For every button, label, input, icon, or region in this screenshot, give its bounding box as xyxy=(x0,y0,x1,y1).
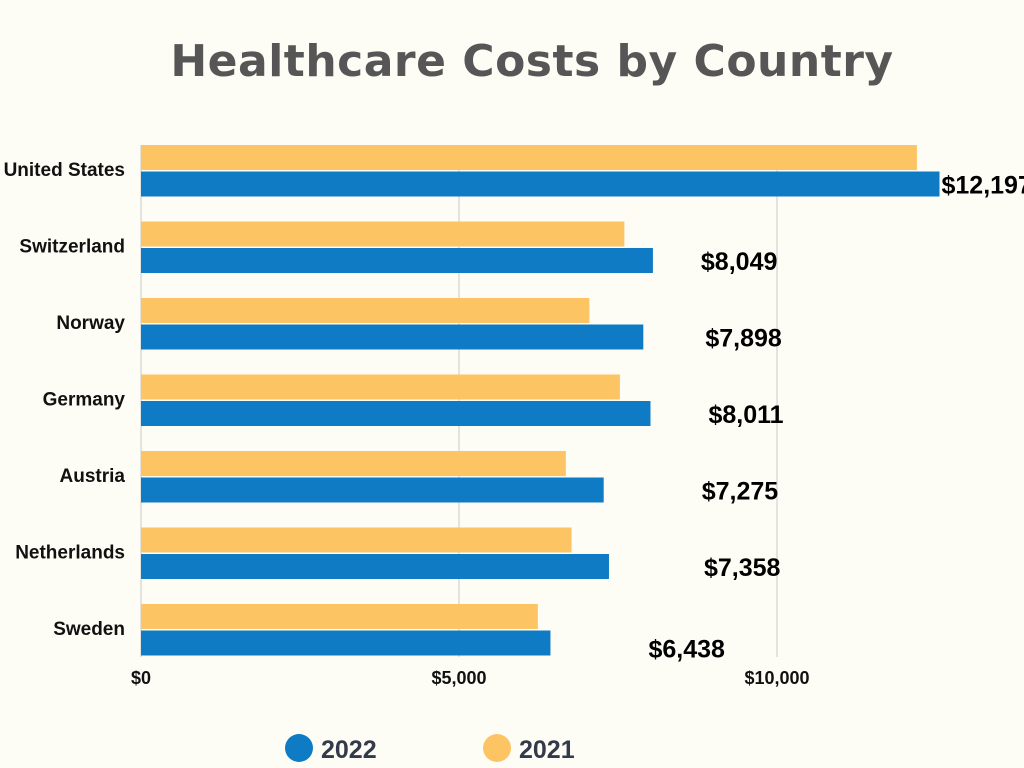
bar-2021-4 xyxy=(141,451,566,476)
bar-2022-1 xyxy=(141,248,653,273)
category-label-2: Norway xyxy=(56,313,125,334)
legend-label-2021: 2021 xyxy=(519,736,575,764)
bar-2022-5 xyxy=(141,554,609,579)
legend: 2022 2021 xyxy=(285,734,575,764)
bars xyxy=(141,145,940,656)
value-labels: $12,197 $8,049 $7,898 $8,011 $7,275 $7,358 $6,… xyxy=(648,172,1024,664)
bar-2021-3 xyxy=(141,374,620,400)
category-label-1: Switzerland xyxy=(19,237,125,258)
bar-2021-2 xyxy=(141,298,590,323)
x-tick-label-1: $5,000 xyxy=(431,668,486,688)
value-label-4: $7,275 xyxy=(702,478,779,506)
bar-2022-2 xyxy=(141,324,644,350)
bar-2022-6 xyxy=(141,630,551,656)
category-label-4: Austria xyxy=(60,466,126,487)
legend-marker-2021 xyxy=(483,734,511,762)
x-axis-ticks: $0 $5,000 $10,000 xyxy=(131,668,810,688)
value-label-6: $6,438 xyxy=(648,636,725,664)
bar-2022-0 xyxy=(141,171,940,197)
bar-2021-1 xyxy=(141,221,625,247)
category-label-0: United States xyxy=(4,160,125,181)
category-label-6: Sweden xyxy=(53,619,125,640)
chart-title: Healthcare Costs by Country xyxy=(170,36,894,87)
category-labels: United States Switzerland Norway Germany Aus… xyxy=(4,160,126,640)
bar-2022-4 xyxy=(141,477,604,503)
category-label-3: Germany xyxy=(43,390,126,411)
x-tick-label-0: $0 xyxy=(131,668,151,688)
legend-marker-2022 xyxy=(285,734,313,762)
bar-2021-5 xyxy=(141,527,572,553)
value-label-0: $12,197 xyxy=(941,172,1024,200)
bar-2021-0 xyxy=(141,145,917,170)
category-label-5: Netherlands xyxy=(15,543,125,564)
value-label-1: $8,049 xyxy=(701,248,777,276)
value-label-5: $7,358 xyxy=(704,554,781,582)
x-tick-label-2: $10,000 xyxy=(744,668,809,688)
bar-2021-6 xyxy=(141,604,538,629)
bar-2022-3 xyxy=(141,401,651,426)
value-label-3: $8,011 xyxy=(708,401,783,429)
legend-label-2022: 2022 xyxy=(321,736,377,764)
value-label-2: $7,898 xyxy=(705,325,782,353)
